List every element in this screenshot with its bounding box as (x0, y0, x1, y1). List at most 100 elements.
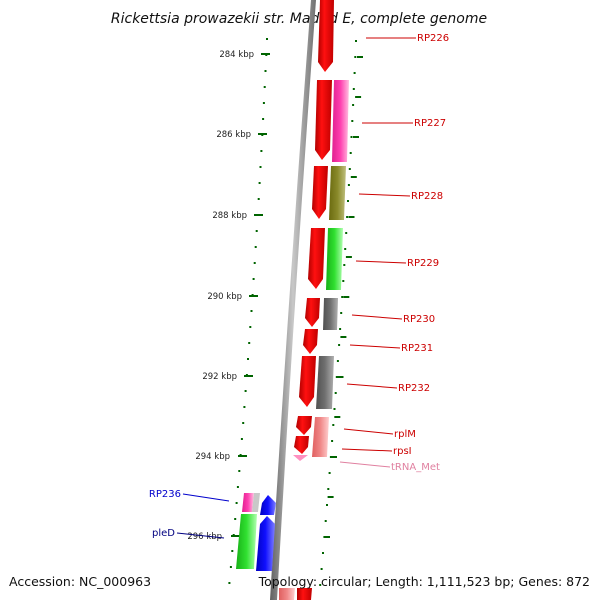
outer-circle-dot (249, 326, 252, 328)
gene-pled-green[interactable] (236, 514, 257, 569)
inner-circle-dot (324, 536, 330, 538)
outer-circle-dot (324, 520, 327, 522)
ruler-label-288: 288 kbp (212, 211, 247, 221)
block-rp230-grey[interactable] (323, 298, 338, 330)
inner-circle-dot (348, 216, 355, 218)
outer-circle-dot (319, 584, 322, 586)
gene-bottom-partial[interactable] (279, 588, 295, 600)
gene-rp227[interactable] (315, 80, 332, 160)
outer-circle-dot (234, 518, 237, 520)
label-trna-met[interactable]: tRNA_Met (391, 462, 440, 473)
gene-pled-blue[interactable] (256, 516, 275, 571)
outer-circle-dot (345, 232, 348, 234)
label-rp229[interactable]: RP229 (407, 258, 439, 269)
label-pled[interactable]: pleD (152, 528, 175, 539)
outer-circle-dot (351, 120, 354, 122)
label-rp226[interactable]: RP226 (417, 33, 449, 44)
block-rp229-green[interactable] (326, 228, 343, 290)
label-connectors (176, 37, 416, 539)
connector-rp231 (349, 344, 401, 349)
inner-circle-dot (345, 256, 352, 258)
outer-circle-dot (235, 502, 238, 504)
label-rp228[interactable]: RP228 (411, 191, 443, 202)
gene-rplm[interactable] (296, 416, 312, 435)
position-ruler: 284 kbp 286 kbp 288 kbp 290 kbp 292 kbp … (187, 50, 270, 542)
gene-rp230[interactable] (305, 298, 320, 327)
label-rp227[interactable]: RP227 (414, 118, 446, 129)
outer-dotted-circle-right (319, 40, 357, 586)
outer-circle-dot (266, 38, 268, 40)
outer-circle-dot (335, 376, 338, 378)
inner-circle-dot (331, 456, 337, 458)
block-rpsl-pink[interactable] (312, 417, 329, 457)
outer-circle-dot (240, 438, 243, 440)
gene-rpsl[interactable] (294, 436, 309, 454)
label-rp236[interactable]: RP236 (149, 489, 181, 500)
ruler-label-284: 284 kbp (219, 50, 254, 60)
inner-circle-dot (350, 176, 357, 178)
outer-circle-dot (348, 168, 351, 170)
gene-bottom-partial-2[interactable] (297, 588, 312, 600)
outer-circle-dot (326, 504, 328, 506)
outer-circle-dot (264, 70, 267, 72)
ruler-label-292: 292 kbp (202, 372, 237, 382)
outer-circle-dot (236, 486, 239, 488)
forward-strand-genes (279, 0, 334, 600)
connector-trna-met (339, 461, 391, 468)
inner-circle-dot (327, 496, 334, 498)
ruler-label-290: 290 kbp (207, 292, 242, 302)
connector-pled (176, 532, 225, 539)
inner-circle-dot (337, 376, 344, 378)
gene-rp228[interactable] (312, 166, 328, 219)
label-rplm[interactable]: rplM (394, 429, 416, 440)
outer-circle-dot (322, 552, 324, 554)
outer-circle-dot (262, 102, 265, 104)
outer-circle-dot (352, 104, 355, 106)
genome-summary-text: Topology: circular; Length: 1,111,523 bp… (258, 574, 590, 589)
inner-circle-dot (357, 56, 363, 58)
inner-circle-dot (340, 336, 347, 338)
outer-circle-dot (328, 472, 331, 474)
gene-rp236-grey[interactable] (252, 493, 260, 512)
label-rp231[interactable]: RP231 (401, 343, 433, 354)
block-rp227-magenta[interactable] (332, 80, 349, 162)
gene-rp236-blue[interactable] (260, 495, 276, 515)
outer-circle-dot (247, 358, 249, 360)
outer-circle-dot (334, 392, 337, 394)
gene-rp226[interactable] (318, 0, 334, 72)
outer-circle-dot (242, 422, 245, 424)
outer-circle-dot (347, 184, 350, 186)
outer-circle-dot (336, 360, 339, 362)
outer-circle-dot (258, 182, 261, 184)
label-rp230[interactable]: RP230 (403, 314, 435, 325)
outer-circle-dot (252, 278, 255, 280)
outer-circle-dot (228, 582, 231, 584)
label-rpsl[interactable]: rpsI (393, 446, 412, 457)
outer-circle-dot (346, 216, 349, 218)
outer-circle-dot (332, 424, 335, 426)
gene-trna-met[interactable] (293, 455, 308, 461)
label-rp232[interactable]: RP232 (398, 383, 430, 394)
block-rp228-olive[interactable] (329, 166, 346, 220)
cog-colored-genes (312, 80, 349, 457)
gene-rp231[interactable] (303, 329, 318, 354)
outer-circle-dot (253, 262, 256, 264)
outer-circle-dot (355, 40, 357, 42)
outer-circle-dot (257, 198, 260, 200)
outer-circle-dot (262, 118, 265, 120)
outer-circle-dot (347, 200, 349, 202)
gene-rp232[interactable] (299, 356, 316, 407)
connector-rpsl (341, 448, 393, 452)
block-rp232-grey[interactable] (316, 356, 334, 409)
outer-circle-dot (350, 136, 353, 138)
genome-backbone (270, 0, 316, 600)
outer-circle-dot (344, 248, 347, 250)
gene-rp236[interactable] (242, 493, 254, 512)
connector-rp232 (346, 383, 398, 389)
ruler-label-286: 286 kbp (216, 130, 251, 140)
outer-circle-dot (352, 88, 355, 90)
inner-circle-dot (343, 296, 350, 298)
outer-circle-dot (354, 56, 357, 58)
gene-rp229[interactable] (308, 228, 325, 289)
